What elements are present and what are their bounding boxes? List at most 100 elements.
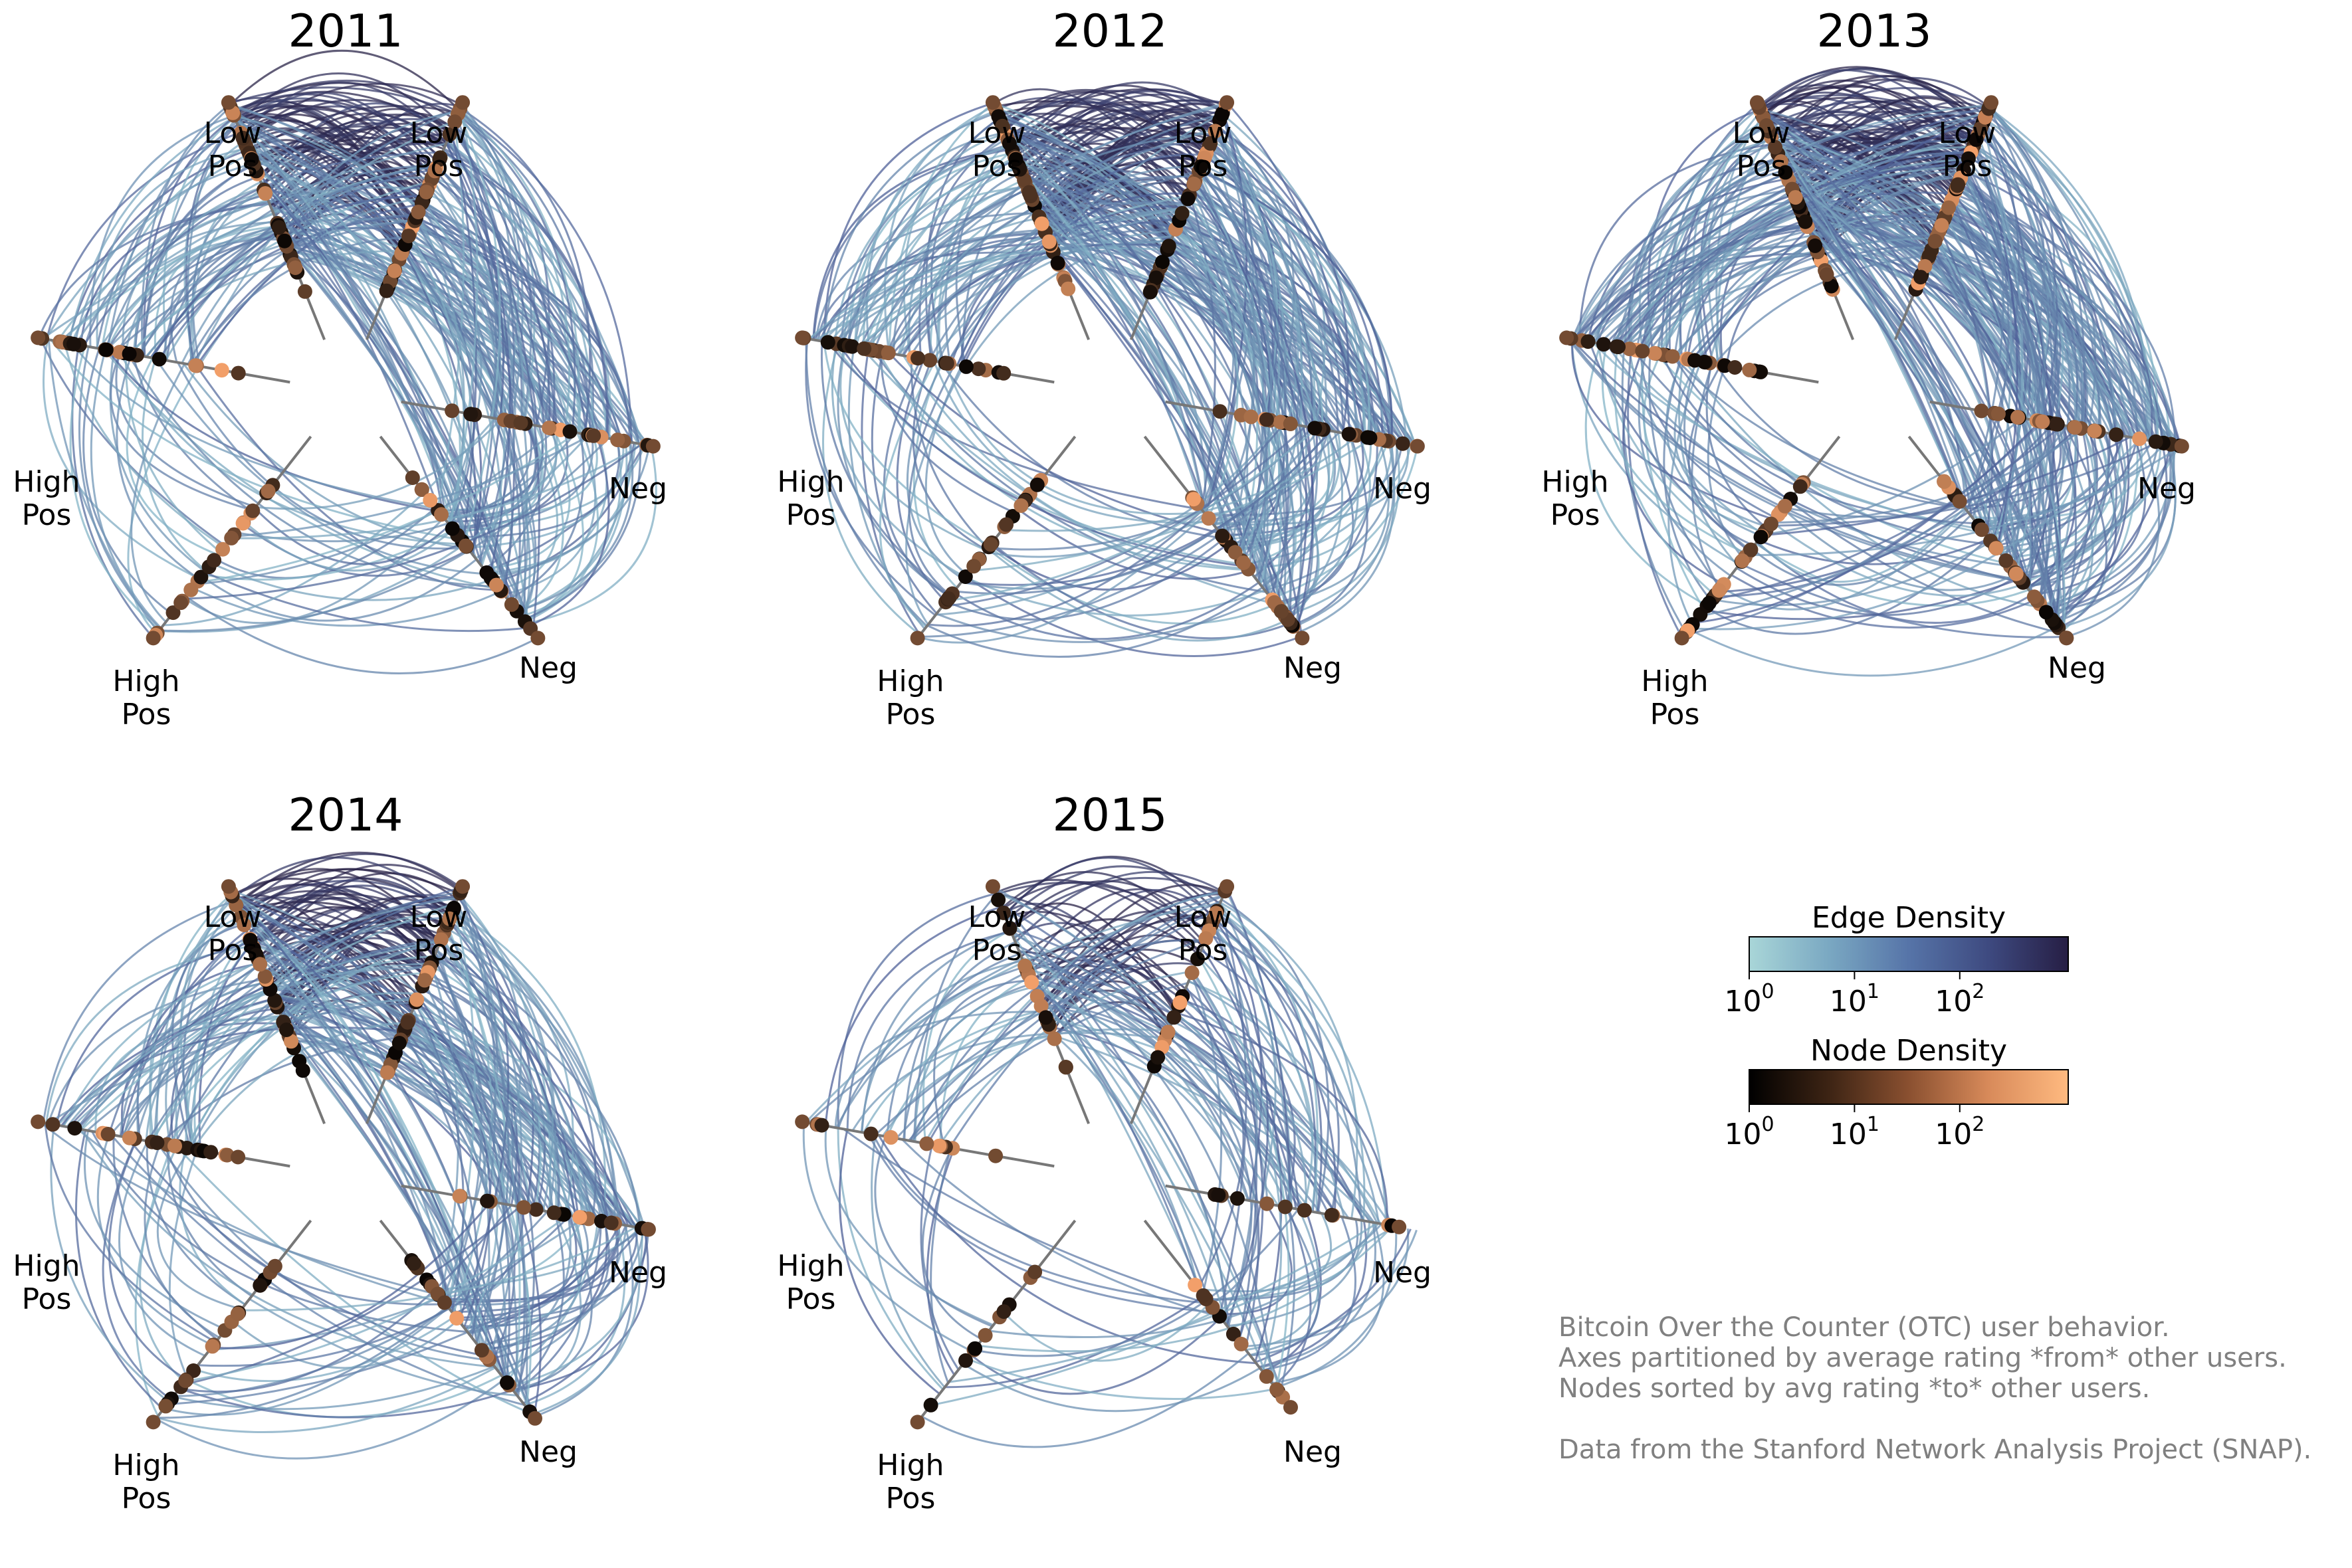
node-point	[1753, 530, 1768, 545]
node-point	[968, 1341, 983, 1356]
edge-curve	[240, 92, 436, 171]
edge-curve	[1703, 577, 2021, 621]
edge-curve	[1770, 136, 2106, 434]
edge-curve	[1219, 903, 1319, 1212]
node-point	[1674, 631, 1689, 646]
edge-curve	[1271, 1222, 1385, 1385]
edge-curve	[409, 233, 569, 432]
edge-curve	[1981, 124, 2012, 543]
edge-curve	[528, 436, 610, 627]
node-point	[1410, 439, 1425, 454]
edge-curve	[150, 971, 428, 1143]
edge-curve	[1571, 338, 1775, 521]
edge-curve	[1213, 918, 1317, 1212]
edge-curve	[136, 920, 243, 1140]
node-point	[271, 220, 286, 235]
edge-curve	[1051, 1032, 1200, 1290]
edge-curve	[1772, 78, 1983, 142]
edge-curve	[196, 432, 578, 584]
node-point	[417, 973, 432, 988]
edge-curve	[1617, 165, 1966, 347]
edge-curve	[449, 132, 571, 431]
edge-curve	[1178, 1003, 1245, 1290]
edge-curve	[132, 354, 253, 513]
edge-layer	[39, 851, 649, 1460]
edge-curve	[1190, 973, 1223, 1296]
node-point	[400, 1015, 415, 1030]
node-point	[883, 1129, 899, 1145]
edge-curve	[204, 571, 530, 633]
node-point	[406, 1256, 421, 1271]
edge-curve	[1656, 353, 2009, 565]
edge-curve	[68, 941, 441, 1128]
node-point	[1961, 151, 1976, 166]
node-point	[1759, 118, 1774, 133]
edge-curve	[134, 1145, 173, 1417]
edge-curve	[946, 427, 1318, 602]
edge-curve	[118, 1140, 206, 1357]
edge-curve	[152, 195, 425, 359]
edge-curve	[79, 962, 432, 1130]
edge-curve	[987, 547, 1289, 642]
edge-curve	[417, 995, 591, 1220]
edge-curve	[209, 1217, 584, 1351]
node-point	[542, 421, 557, 435]
node-point	[480, 1193, 495, 1209]
node-point	[1061, 281, 1076, 296]
node-point	[572, 1210, 588, 1225]
edge-curve	[183, 517, 445, 625]
colorbar-tick-label: 102	[1935, 980, 1984, 1019]
node-point	[2059, 631, 2074, 646]
axis-label: Pos	[972, 933, 1022, 967]
edge-curve	[1214, 130, 1303, 631]
edge-curve	[871, 1134, 946, 1389]
node-point	[152, 351, 167, 367]
edge-curve	[241, 1226, 637, 1312]
edge-curve	[167, 1227, 643, 1406]
edge-curve	[458, 110, 633, 442]
edge-curve	[255, 419, 502, 510]
edge-curve	[461, 104, 532, 424]
edge-curve	[819, 243, 1050, 342]
edge-curve	[1014, 81, 1224, 157]
node-point	[31, 330, 46, 345]
edge-curve	[1933, 245, 2115, 435]
caption-line: Axes partitioned by average rating *from…	[1558, 1343, 2287, 1373]
edge-curve	[1769, 441, 2159, 527]
edge-curve	[1683, 230, 1810, 359]
edge-curve	[243, 521, 454, 572]
axis-label: Pos	[1178, 933, 1228, 967]
edge-curve	[992, 88, 1186, 207]
node-point	[1142, 284, 1158, 300]
node-point	[231, 365, 246, 381]
edge-curve	[1966, 146, 2004, 512]
node-point	[1038, 1010, 1053, 1025]
edge-curve	[1584, 110, 1988, 342]
node-point	[215, 541, 231, 557]
node-point	[1148, 270, 1164, 286]
axis-label: Pos	[414, 933, 464, 967]
edge-curve	[248, 105, 459, 153]
edge-curve	[1180, 999, 1307, 1211]
edge-curve	[39, 338, 226, 547]
node-point	[1647, 345, 1662, 361]
edge-curve	[1040, 220, 1206, 514]
edge-curve	[233, 894, 403, 1038]
edge-curve	[249, 1298, 518, 1397]
node-point	[610, 433, 625, 448]
node-point	[235, 130, 251, 146]
edge-curve	[1212, 921, 1258, 1342]
node-point	[122, 1130, 137, 1145]
node-point	[504, 597, 519, 612]
edge-curve	[1713, 254, 1930, 365]
edge-curve	[1620, 149, 1973, 348]
edge-curve	[1765, 74, 1986, 126]
edge-curve	[83, 1130, 227, 1331]
edge-curve	[1207, 932, 1340, 1215]
node-point	[2087, 423, 2102, 439]
node-point	[1283, 416, 1298, 431]
node-point	[1283, 1400, 1298, 1415]
node-point	[297, 284, 312, 299]
node-point	[45, 1117, 60, 1132]
edge-curve	[1988, 106, 2143, 440]
